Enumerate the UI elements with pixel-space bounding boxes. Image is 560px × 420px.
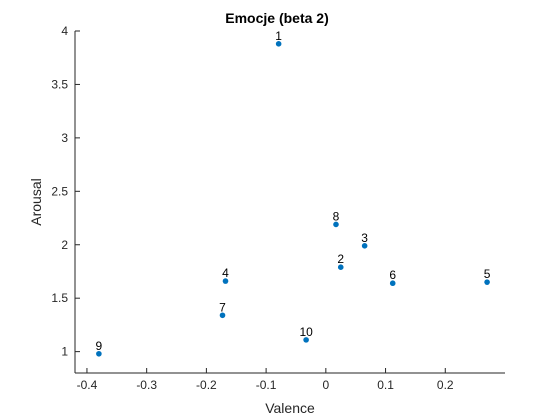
data-point xyxy=(219,312,226,319)
data-point-label: 4 xyxy=(222,266,229,280)
data-point-label: 8 xyxy=(333,209,340,223)
plot-axes: -0.4 -0.3 -0.2 -0.1 0 0.1 0.2 1 1.5 2 2.5 3 3.5 4 xyxy=(51,24,505,392)
data-point xyxy=(389,280,396,287)
data-point xyxy=(484,279,490,285)
data-points: 1 2 3 4 5 6 7 8 9 10 xyxy=(96,29,491,357)
chart-title: Emocje (beta 2) xyxy=(225,10,328,26)
data-point xyxy=(361,243,368,249)
y-tick-label: 3.5 xyxy=(51,77,68,91)
data-point xyxy=(303,337,309,343)
data-point-label: 9 xyxy=(96,339,103,353)
y-tick-label: 2 xyxy=(61,238,68,252)
y-tick-label: 3 xyxy=(61,131,68,145)
data-point xyxy=(275,41,282,47)
x-tick-label: -0.3 xyxy=(136,378,157,392)
data-point xyxy=(222,278,229,284)
data-point-label: 5 xyxy=(484,267,491,281)
y-tick-label: 1 xyxy=(61,345,68,359)
data-point-label: 6 xyxy=(389,268,396,282)
x-tick-label: 0.1 xyxy=(377,378,394,392)
y-tick-label: 2.5 xyxy=(51,184,68,198)
data-point-label: 7 xyxy=(219,300,226,314)
data-point-label: 1 xyxy=(275,29,282,43)
y-tick-label: 1.5 xyxy=(51,291,68,305)
x-tick-label: -0.4 xyxy=(77,378,98,392)
data-point-label: 3 xyxy=(361,231,368,245)
data-point xyxy=(333,221,339,228)
x-tick-label: -0.2 xyxy=(196,378,217,392)
data-point-label: 2 xyxy=(337,252,344,266)
data-point xyxy=(337,264,344,270)
y-axis-label: Arousal xyxy=(28,178,44,225)
x-tick-label: -0.1 xyxy=(256,378,277,392)
x-axis-label: Valence xyxy=(265,400,315,416)
data-point-label: 10 xyxy=(299,325,313,339)
x-tick-label: 0.2 xyxy=(437,378,454,392)
x-tick-label: 0 xyxy=(322,378,329,392)
data-point xyxy=(96,350,102,357)
y-tick-label: 4 xyxy=(61,24,68,38)
